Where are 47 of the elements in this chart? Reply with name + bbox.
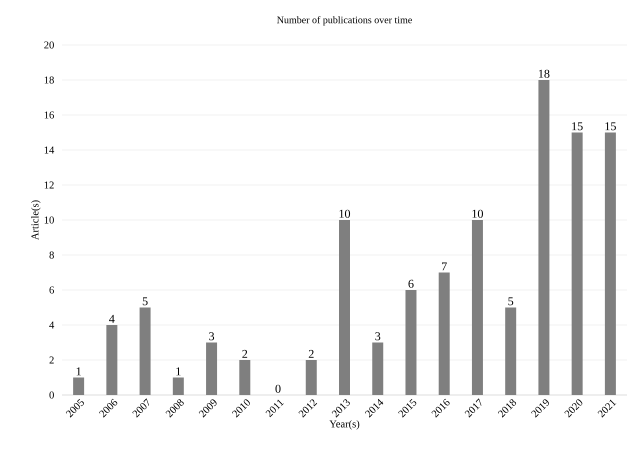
chart-title: Number of publications over time	[277, 16, 412, 26]
bar	[438, 272, 450, 395]
data-label: 3	[209, 332, 214, 340]
y-tick-label: 8	[49, 251, 54, 259]
data-label: 10	[340, 210, 350, 218]
y-tick-label: 12	[44, 182, 54, 188]
data-label: 3	[375, 332, 380, 340]
y-tick-label: 18	[44, 76, 54, 84]
data-label: 15	[605, 122, 616, 130]
x-axis-title: Year(s)	[329, 420, 360, 430]
bar	[172, 378, 184, 395]
data-label: 0	[275, 384, 281, 393]
bar	[604, 132, 616, 395]
bar	[239, 360, 250, 395]
y-tick-label: 14	[44, 146, 54, 154]
data-label: 1	[176, 367, 181, 376]
y-tick-label: 0	[49, 391, 54, 399]
bar	[73, 378, 84, 395]
data-label: 5	[508, 297, 514, 306]
bar	[538, 80, 550, 395]
bar	[405, 290, 416, 395]
data-label: 15	[572, 122, 583, 130]
y-tick-label: 10	[44, 216, 54, 224]
bar	[206, 342, 218, 395]
data-label: 2	[242, 350, 248, 358]
data-label: 10	[472, 210, 483, 218]
bar	[372, 342, 384, 395]
y-tick-label: 2	[50, 356, 54, 364]
bar	[472, 220, 483, 395]
data-label: 7	[442, 262, 447, 270]
data-label: 1	[76, 367, 81, 376]
data-label: 6	[408, 280, 414, 288]
bar	[140, 308, 151, 395]
bar	[572, 132, 583, 395]
data-label: 2	[308, 350, 314, 358]
bar	[306, 360, 317, 395]
y-axis-title: Article(s)	[31, 200, 41, 240]
bar	[339, 220, 350, 395]
data-label: 5	[142, 297, 148, 306]
bar	[505, 308, 516, 395]
y-tick-label: 20	[44, 41, 54, 49]
y-tick-label: 6	[50, 286, 54, 294]
data-label: 18	[538, 70, 550, 78]
y-tick-label: 4	[49, 322, 54, 328]
data-label: 4	[109, 314, 115, 323]
y-tick-label: 16	[44, 111, 54, 119]
bar	[106, 325, 118, 395]
